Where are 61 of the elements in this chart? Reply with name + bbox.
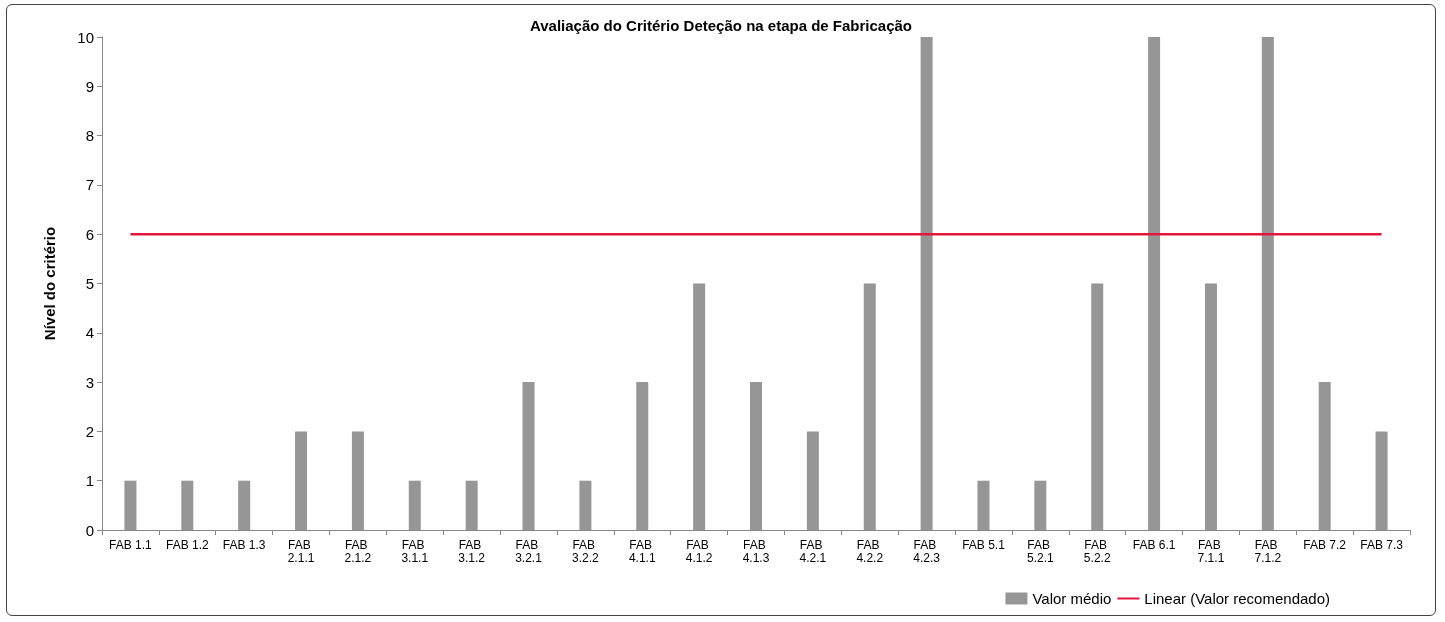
x-tick-label: FAB 1.1 (109, 537, 153, 552)
bar (1034, 480, 1047, 530)
x-tick-label: FAB 6.1 (1132, 537, 1176, 552)
x-tick-label: FAB 7.1.2 (1254, 537, 1282, 565)
bar (238, 480, 251, 530)
x-tick-label: FAB 3.1.2 (458, 537, 486, 565)
bar (1318, 382, 1331, 530)
x-tick-label: FAB 4.2.2 (856, 537, 884, 565)
x-tick-label: FAB 7.1.1 (1197, 537, 1225, 565)
chart-title: Avaliação do Critério Deteção na etapa de Fabricação (529, 17, 913, 34)
bar (181, 480, 194, 530)
bar (408, 480, 421, 530)
x-tick-label: FAB 5.2.2 (1083, 537, 1111, 565)
bar (977, 480, 990, 530)
x-tick-label: FAB 3.2.2 (572, 537, 600, 565)
bar (863, 283, 876, 530)
legend-label: Valor médio (1032, 590, 1112, 607)
x-tick-label: FAB 2.1.2 (344, 537, 372, 565)
y-axis-title: Nível do critério (41, 226, 58, 341)
x-tick-label: FAB 4.2.1 (799, 537, 827, 565)
x-tick-label: FAB 5.2.1 (1027, 537, 1055, 565)
bar (1148, 37, 1161, 530)
bar (124, 480, 137, 530)
bar (522, 382, 535, 530)
y-tick-label: 2 (85, 422, 94, 440)
y-tick-label: 8 (85, 127, 94, 145)
y-tick-label: 4 (85, 324, 94, 342)
bar (806, 431, 819, 530)
x-tick-label: FAB 1.3 (222, 537, 266, 552)
x-tick-label: FAB 5.1 (962, 537, 1006, 552)
bar (1375, 431, 1388, 530)
y-tick-label: 9 (85, 77, 94, 95)
x-tick-label: FAB 4.1.2 (685, 537, 713, 565)
bar (693, 283, 706, 530)
y-tick-label: 1 (85, 472, 94, 490)
x-tick-label: FAB 7.2 (1303, 537, 1347, 552)
bar (750, 382, 762, 530)
x-tick-label: FAB 7.3 (1360, 537, 1404, 552)
bar (295, 431, 308, 530)
bar (1091, 283, 1104, 530)
y-tick-label: 0 (85, 521, 94, 539)
x-tick-label: FAB 3.1.1 (401, 537, 429, 565)
bar (1261, 37, 1274, 530)
bar (636, 382, 649, 530)
bar (351, 431, 364, 530)
x-tick-label: FAB 4.2.3 (913, 537, 941, 565)
y-tick-label: 3 (85, 373, 94, 391)
x-tick-label: FAB 3.2.1 (515, 537, 543, 565)
bar (1204, 283, 1217, 530)
y-tick-label: 5 (85, 275, 94, 292)
bar (920, 37, 933, 530)
x-tick-label: FAB 4.1.3 (742, 537, 770, 565)
x-tick-label: FAB 2.1.1 (287, 537, 315, 565)
bar (579, 480, 592, 530)
y-tick-label: 6 (85, 225, 94, 243)
y-tick-label: 10 (77, 28, 94, 46)
y-tick-label: 7 (85, 176, 94, 194)
x-tick-label: FAB 1.2 (165, 537, 209, 552)
legend-label: Linear (Valor recomendado) (1144, 590, 1330, 607)
x-tick-label: FAB 4.1.1 (628, 537, 656, 565)
bar (465, 480, 478, 530)
